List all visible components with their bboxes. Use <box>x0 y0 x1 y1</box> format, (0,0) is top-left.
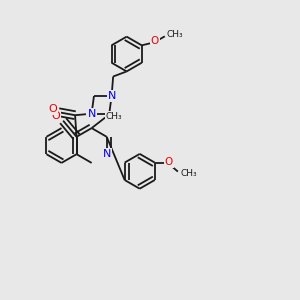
Text: CH₃: CH₃ <box>105 112 122 121</box>
Text: CH₃: CH₃ <box>180 169 197 178</box>
Text: O: O <box>165 157 173 167</box>
Text: N: N <box>87 109 96 119</box>
Text: N: N <box>107 91 116 101</box>
Text: CH₃: CH₃ <box>167 30 184 39</box>
Text: O: O <box>48 104 57 114</box>
Text: O: O <box>151 36 159 46</box>
Text: N: N <box>103 149 111 159</box>
Text: O: O <box>51 111 60 121</box>
